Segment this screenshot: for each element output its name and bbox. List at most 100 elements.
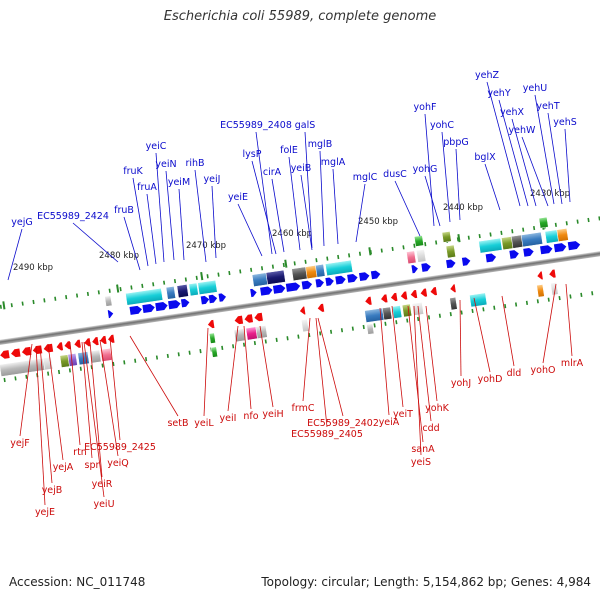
reverse-gene-arrow[interactable] <box>254 312 263 322</box>
gene-label-sanA[interactable]: sanA <box>407 305 435 455</box>
forward-gene-arrow[interactable] <box>567 241 581 251</box>
gene-label-mlrA[interactable]: mlrA <box>561 283 584 369</box>
gene-label-EC55989_2425[interactable]: EC55989_2425 <box>84 337 156 453</box>
reverse-gene-arrow[interactable] <box>10 348 21 358</box>
gene-label-dld[interactable]: dld <box>501 295 521 379</box>
gene-label-EC55989_2424[interactable]: EC55989_2424 <box>37 211 119 263</box>
gene-label-yeiQ[interactable]: yeiQ <box>99 339 129 469</box>
forward-gene-arrow[interactable] <box>553 243 567 253</box>
gene-label-yehX[interactable]: yehX <box>500 107 537 207</box>
forward-gene-arrow[interactable] <box>142 303 155 314</box>
gene-label-frmC[interactable]: frmC <box>292 317 315 414</box>
reverse-gene-arrow[interactable] <box>244 314 254 323</box>
forward-gene-arrow[interactable] <box>325 277 334 286</box>
reverse-gene-arrow[interactable] <box>0 350 10 359</box>
reverse-gene-arrow[interactable] <box>84 338 91 347</box>
gene-label-setB[interactable]: setB <box>129 335 189 429</box>
gene-label-EC55989_2405[interactable]: EC55989_2405 <box>291 317 363 440</box>
forward-gene-arrow[interactable] <box>370 270 381 280</box>
forward-gene-arrow[interactable] <box>260 286 273 296</box>
forward-gene-arrow[interactable] <box>540 245 553 255</box>
gene-label-yeiT[interactable]: yeiT <box>391 305 413 420</box>
gene-label-yehU[interactable]: yehU <box>523 83 555 205</box>
forward-gene-arrow[interactable] <box>250 288 257 298</box>
gene-label-yeiB[interactable]: yeiB <box>291 163 313 251</box>
forward-gene-arrow[interactable] <box>107 309 114 319</box>
gene-label-yejA[interactable]: yejA <box>47 343 74 473</box>
forward-gene-arrow[interactable] <box>461 257 471 266</box>
reverse-gene-arrow[interactable] <box>549 269 556 279</box>
forward-gene-arrow[interactable] <box>180 298 190 308</box>
gene-label-yeiL[interactable]: yeiL <box>194 327 214 429</box>
gene-label-yejE[interactable]: yejE <box>35 345 55 518</box>
gene-label-rtn[interactable]: rtn <box>69 341 87 458</box>
reverse-gene-arrow[interactable] <box>537 271 543 280</box>
gene-label-yeiE[interactable]: yeiE <box>228 192 263 257</box>
forward-gene-arrow[interactable] <box>301 280 313 290</box>
reverse-gene-arrow[interactable] <box>64 341 71 350</box>
gene-label-mglB[interactable]: mglB <box>308 139 332 247</box>
gene-label-EC55989_2402[interactable]: EC55989_2402 <box>307 317 379 429</box>
reverse-gene-arrow[interactable] <box>430 287 438 296</box>
gene-label-cirA[interactable]: cirA <box>263 167 285 253</box>
reverse-gene-arrow[interactable] <box>74 339 81 349</box>
forward-gene-arrow[interactable] <box>335 275 346 285</box>
forward-gene-arrow[interactable] <box>272 284 286 294</box>
gene-label-yejF[interactable]: yejF <box>10 343 33 449</box>
gene-label-fruA[interactable]: fruA <box>137 182 157 265</box>
reverse-gene-arrow[interactable] <box>450 284 456 293</box>
gene-label-yohD[interactable]: yohD <box>473 297 502 385</box>
gene-label-yohO[interactable]: yohO <box>531 283 557 376</box>
reverse-gene-arrow[interactable] <box>365 296 372 306</box>
gene-label-folE[interactable]: folE <box>280 145 301 251</box>
forward-gene-arrow[interactable] <box>358 272 370 282</box>
reverse-gene-arrow[interactable] <box>234 315 244 325</box>
forward-gene-arrow[interactable] <box>218 293 227 302</box>
gene-label-yejG[interactable]: yejG <box>7 217 33 281</box>
gene-label-galS[interactable]: galS <box>295 120 316 249</box>
gene-label-nfo[interactable]: nfo <box>243 325 259 422</box>
gene-label-mglA[interactable]: mglA <box>321 157 346 245</box>
gene-label-yeiN[interactable]: yeiN <box>155 159 177 261</box>
reverse-gene-arrow[interactable] <box>207 319 215 329</box>
forward-gene-arrow[interactable] <box>347 273 358 283</box>
reverse-gene-arrow[interactable] <box>400 291 408 300</box>
reverse-gene-arrow[interactable] <box>56 342 64 351</box>
gene-label-yehT[interactable]: yehT <box>536 101 563 205</box>
forward-gene-arrow[interactable] <box>509 250 519 259</box>
reverse-gene-arrow[interactable] <box>107 334 115 344</box>
gene-label-EC55989_2408[interactable]: EC55989_2408 <box>220 120 292 255</box>
gene-label-yohC[interactable]: yohC <box>430 120 454 223</box>
gene-label-yeiM[interactable]: yeiM <box>168 177 190 261</box>
gene-label-dusC[interactable]: dusC <box>383 169 421 237</box>
gene-label-mglC[interactable]: mglC <box>353 172 378 243</box>
forward-gene-arrow[interactable] <box>129 305 142 315</box>
gene-label-yohG[interactable]: yohG <box>413 164 441 227</box>
reverse-gene-arrow[interactable] <box>410 289 418 299</box>
reverse-gene-arrow[interactable] <box>299 306 306 315</box>
forward-gene-arrow[interactable] <box>208 294 218 304</box>
gene-label-yehS[interactable]: yehS <box>553 117 577 203</box>
gene-label-lysP[interactable]: lysP <box>243 149 277 255</box>
forward-gene-arrow[interactable] <box>485 253 497 263</box>
gene-label-yeiA[interactable]: yeiA <box>379 307 400 428</box>
gene-label-yeiS[interactable]: yeiS <box>411 305 431 468</box>
forward-gene-arrow[interactable] <box>155 301 168 312</box>
forward-gene-arrow[interactable] <box>168 300 181 310</box>
gene-label-yejB[interactable]: yejB <box>39 345 62 496</box>
gene-label-yehW[interactable]: yehW <box>509 125 549 207</box>
reverse-gene-arrow[interactable] <box>390 292 398 302</box>
gene-label-yeiJ[interactable]: yeiJ <box>204 174 221 259</box>
gene-label-cdd[interactable]: cdd <box>417 305 440 434</box>
gene-label-yohJ[interactable]: yohJ <box>451 299 471 389</box>
reverse-gene-arrow[interactable] <box>21 346 32 356</box>
reverse-gene-arrow[interactable] <box>420 288 428 297</box>
gene-label-bglX[interactable]: bglX <box>474 152 501 211</box>
reverse-gene-arrow[interactable] <box>100 335 107 345</box>
forward-gene-arrow[interactable] <box>411 264 418 274</box>
gene-label-yeiC[interactable]: yeiC <box>146 141 167 263</box>
gene-label-yehY[interactable]: yehY <box>487 88 529 207</box>
reverse-gene-arrow[interactable] <box>92 336 99 346</box>
reverse-gene-arrow[interactable] <box>380 294 388 303</box>
